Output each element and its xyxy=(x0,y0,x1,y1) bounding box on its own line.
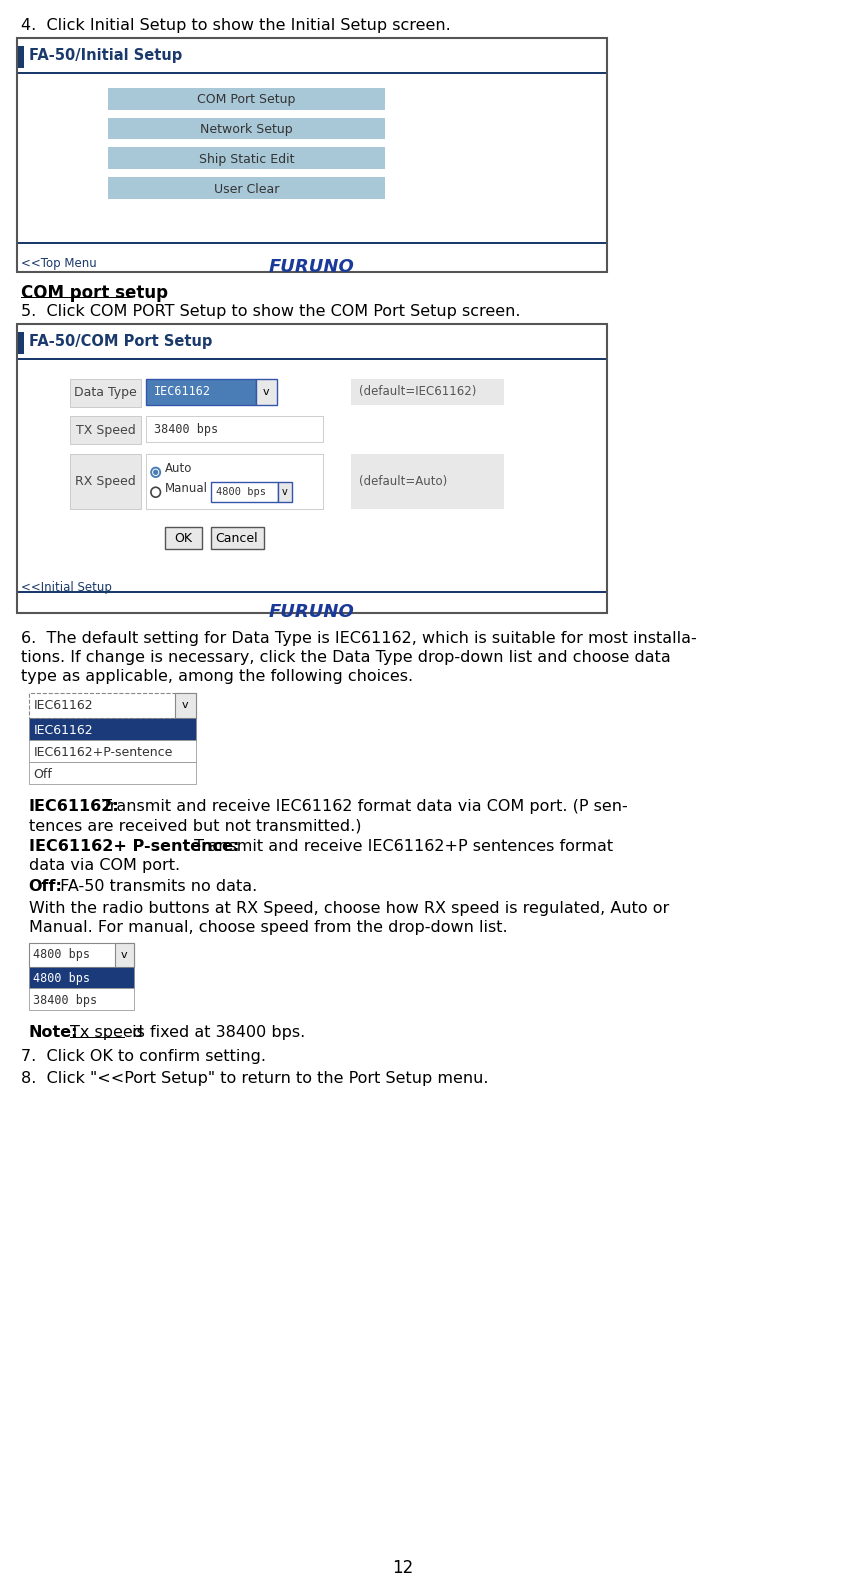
Bar xyxy=(211,482,278,503)
Bar xyxy=(70,416,141,444)
Text: 7.  Click OK to confirm setting.: 7. Click OK to confirm setting. xyxy=(21,1050,266,1064)
Text: FURUNO: FURUNO xyxy=(268,602,354,621)
Bar xyxy=(17,38,606,272)
Text: TX Speed: TX Speed xyxy=(76,424,135,436)
Bar xyxy=(278,482,292,503)
Bar xyxy=(18,71,605,74)
Text: v: v xyxy=(262,387,269,397)
Text: OK: OK xyxy=(174,531,192,544)
Bar xyxy=(29,762,196,784)
Bar xyxy=(108,117,385,139)
Text: 4.  Click Initial Setup to show the Initial Setup screen.: 4. Click Initial Setup to show the Initi… xyxy=(21,17,450,33)
Text: v: v xyxy=(121,950,127,960)
Text: Transmit and receive IEC61162+P sentences format: Transmit and receive IEC61162+P sentence… xyxy=(189,840,613,854)
Bar xyxy=(17,324,606,613)
Bar xyxy=(29,740,196,762)
Text: IEC61162+P-sentence: IEC61162+P-sentence xyxy=(34,746,173,759)
Bar xyxy=(18,591,605,593)
Text: tions. If change is necessary, click the Data Type drop-down list and choose dat: tions. If change is necessary, click the… xyxy=(21,650,670,664)
Bar xyxy=(146,454,322,509)
Bar xyxy=(70,378,141,406)
Bar xyxy=(18,46,24,68)
Bar xyxy=(146,378,256,405)
Text: Data Type: Data Type xyxy=(74,386,137,398)
Text: Ship Static Edit: Ship Static Edit xyxy=(198,153,294,166)
Text: RX Speed: RX Speed xyxy=(75,476,136,489)
Text: <<Top Menu: <<Top Menu xyxy=(21,258,97,270)
Bar xyxy=(70,454,141,509)
Text: FA-50/COM Port Setup: FA-50/COM Port Setup xyxy=(29,334,212,349)
Text: 5.  Click COM PORT Setup to show the COM Port Setup screen.: 5. Click COM PORT Setup to show the COM … xyxy=(21,304,520,319)
Text: 38400 bps: 38400 bps xyxy=(154,424,218,436)
Bar xyxy=(18,332,24,354)
Bar xyxy=(29,966,133,988)
Bar xyxy=(29,692,196,718)
Text: Tx speed: Tx speed xyxy=(70,1026,143,1040)
Circle shape xyxy=(151,468,160,477)
Text: Auto: Auto xyxy=(165,462,192,474)
Text: Note:: Note: xyxy=(29,1026,78,1040)
Circle shape xyxy=(154,470,158,474)
Text: 4800 bps: 4800 bps xyxy=(215,487,266,498)
Text: 6.  The default setting for Data Type is IEC61162, which is suitable for most in: 6. The default setting for Data Type is … xyxy=(21,631,696,645)
Bar xyxy=(351,454,504,509)
Text: Off: Off xyxy=(34,768,52,781)
Bar xyxy=(256,378,277,405)
Text: IEC61162: IEC61162 xyxy=(34,724,93,737)
Text: FURUNO: FURUNO xyxy=(268,258,354,277)
Text: (default=IEC61162): (default=IEC61162) xyxy=(359,386,476,398)
Text: IEC61162:: IEC61162: xyxy=(29,798,119,814)
Bar xyxy=(165,526,201,549)
Text: COM port setup: COM port setup xyxy=(21,285,168,302)
Text: FA-50 transmits no data.: FA-50 transmits no data. xyxy=(56,879,257,893)
Text: data via COM port.: data via COM port. xyxy=(29,858,180,873)
Text: FA-50/Initial Setup: FA-50/Initial Setup xyxy=(29,47,181,63)
Text: 4800 bps: 4800 bps xyxy=(34,949,90,961)
Text: IEC61162+ P-sentence:: IEC61162+ P-sentence: xyxy=(29,840,239,854)
Bar xyxy=(18,357,605,360)
Text: Cancel: Cancel xyxy=(215,531,258,544)
Text: Network Setup: Network Setup xyxy=(200,123,292,136)
Text: Manual: Manual xyxy=(165,482,208,495)
Text: 8.  Click "<<Port Setup" to return to the Port Setup menu.: 8. Click "<<Port Setup" to return to the… xyxy=(21,1072,488,1086)
Bar xyxy=(108,87,385,109)
Text: With the radio buttons at RX Speed, choose how RX speed is regulated, Auto or: With the radio buttons at RX Speed, choo… xyxy=(29,901,668,915)
Text: v: v xyxy=(181,700,188,710)
Bar xyxy=(115,942,133,966)
Bar xyxy=(29,718,196,740)
Text: 12: 12 xyxy=(392,1559,414,1578)
Text: v: v xyxy=(281,487,287,498)
Text: COM Port Setup: COM Port Setup xyxy=(197,93,295,106)
Text: User Clear: User Clear xyxy=(214,183,279,196)
Circle shape xyxy=(153,470,159,476)
Bar xyxy=(211,526,263,549)
Text: Transmit and receive IEC61162 format data via COM port. (P sen-: Transmit and receive IEC61162 format dat… xyxy=(97,798,627,814)
Bar xyxy=(146,416,322,443)
Text: tences are received but not transmitted.): tences are received but not transmitted.… xyxy=(29,817,360,833)
Text: Off:: Off: xyxy=(29,879,62,893)
Bar xyxy=(175,692,196,718)
Text: <<Initial Setup: <<Initial Setup xyxy=(21,580,111,594)
Bar xyxy=(29,988,133,1010)
Text: (default=Auto): (default=Auto) xyxy=(359,476,446,489)
Text: is fixed at 38400 bps.: is fixed at 38400 bps. xyxy=(127,1026,305,1040)
Text: IEC61162: IEC61162 xyxy=(154,386,210,398)
Text: IEC61162: IEC61162 xyxy=(34,699,93,711)
Bar xyxy=(108,177,385,199)
Bar xyxy=(351,378,504,405)
Text: 38400 bps: 38400 bps xyxy=(34,994,97,1007)
Text: 4800 bps: 4800 bps xyxy=(34,972,90,985)
Bar xyxy=(108,147,385,169)
Bar xyxy=(18,242,605,243)
Bar xyxy=(29,942,133,966)
Text: Manual. For manual, choose speed from the drop-down list.: Manual. For manual, choose speed from th… xyxy=(29,920,506,934)
Text: type as applicable, among the following choices.: type as applicable, among the following … xyxy=(21,669,413,683)
